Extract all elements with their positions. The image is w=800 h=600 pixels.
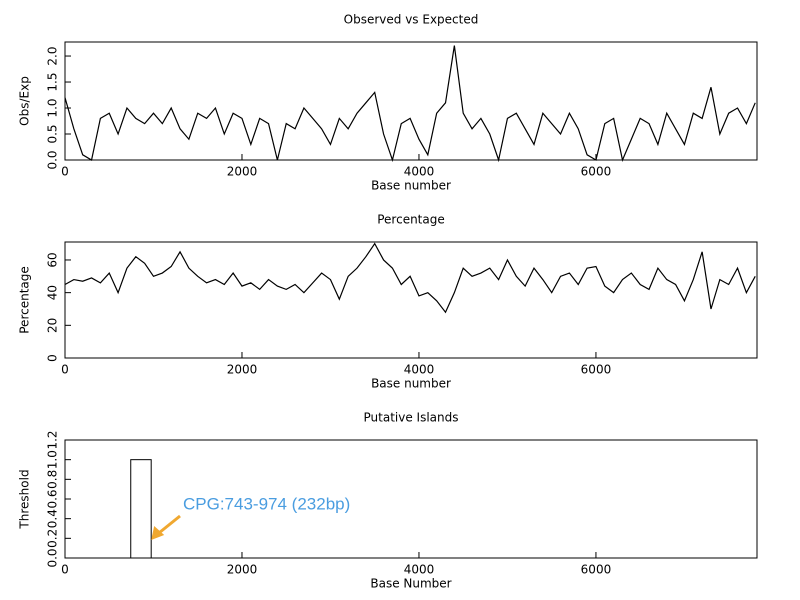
annotation: CPG:743-974 (232bp) bbox=[183, 494, 350, 513]
plot-frame bbox=[64, 241, 758, 359]
x-tick-label: 4000 bbox=[404, 563, 435, 577]
y-axis-label: Threshold bbox=[18, 469, 32, 529]
y-tick-label: 0.6 bbox=[46, 489, 60, 508]
y-tick-label: 0.5 bbox=[46, 124, 60, 143]
y-tick-label: 0.2 bbox=[46, 529, 60, 548]
x-tick-label: 2000 bbox=[227, 363, 258, 377]
y-tick-label: 2.0 bbox=[46, 46, 60, 65]
island-bar bbox=[130, 459, 152, 559]
y-tick-label: 1.5 bbox=[46, 72, 60, 91]
x-tick-label: 0 bbox=[61, 165, 69, 179]
data-line bbox=[64, 45, 756, 163]
y-tick-label: 60 bbox=[46, 252, 60, 267]
y-tick-label: 20 bbox=[46, 318, 60, 333]
y-tick-label: 1.0 bbox=[46, 98, 60, 117]
annotation-arrowhead bbox=[151, 526, 165, 540]
data-line bbox=[64, 242, 756, 314]
x-tick-label: 0 bbox=[61, 563, 69, 577]
y-tick-label: 0.0 bbox=[46, 548, 60, 567]
y-axis-label: Obs/Exp bbox=[18, 76, 32, 126]
y-tick-label: 0.0 bbox=[46, 150, 60, 169]
y-tick-label: 1.2 bbox=[46, 430, 60, 449]
plot-frame bbox=[64, 41, 758, 161]
panel-title: Percentage bbox=[377, 213, 445, 227]
x-tick-label: 4000 bbox=[404, 363, 435, 377]
x-axis-label: Base number bbox=[371, 377, 451, 391]
y-axis-label: Percentage bbox=[18, 266, 32, 334]
y-tick-label: 0 bbox=[46, 354, 60, 362]
panel-title: Putative Islands bbox=[364, 411, 459, 425]
x-tick-label: 2000 bbox=[227, 563, 258, 577]
y-tick-label: 40 bbox=[46, 285, 60, 300]
x-tick-label: 6000 bbox=[581, 563, 612, 577]
plot-frame bbox=[64, 439, 758, 559]
x-tick-label: 6000 bbox=[581, 165, 612, 179]
y-tick-label: 0.8 bbox=[46, 470, 60, 489]
y-tick-label: 1.0 bbox=[46, 450, 60, 469]
x-tick-label: 6000 bbox=[581, 363, 612, 377]
panel-title: Observed vs Expected bbox=[344, 13, 479, 27]
x-axis-label: Base Number bbox=[370, 577, 451, 591]
x-tick-label: 2000 bbox=[227, 165, 258, 179]
x-tick-label: 4000 bbox=[404, 165, 435, 179]
y-tick-label: 0.4 bbox=[46, 509, 60, 528]
x-tick-label: 0 bbox=[61, 363, 69, 377]
x-axis-label: Base number bbox=[371, 179, 451, 193]
